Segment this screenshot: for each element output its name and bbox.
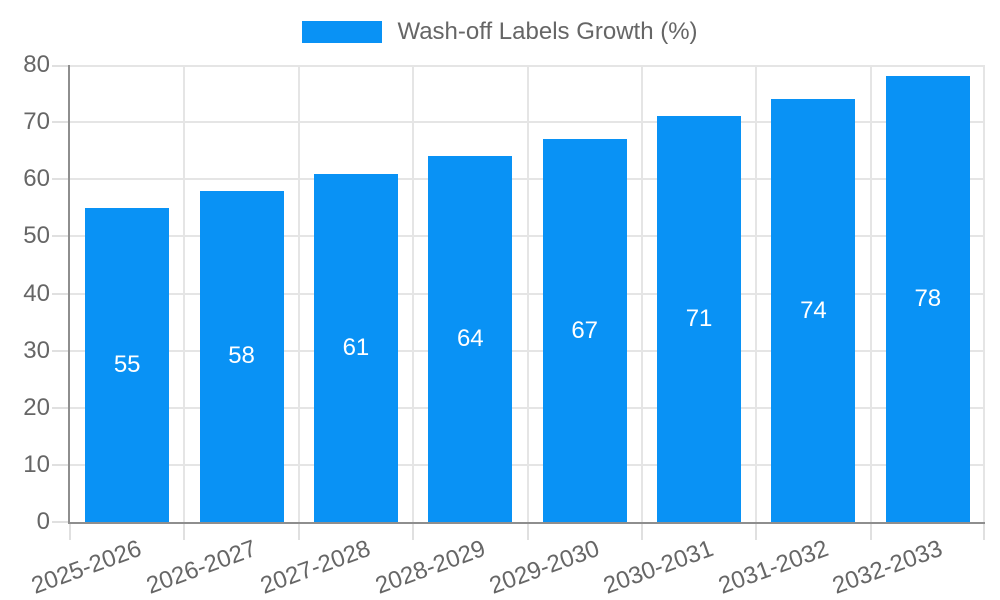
bar-value-label: 67 — [571, 316, 599, 344]
y-tick-label: 50 — [23, 222, 50, 250]
x-tick-label: 2028-2029 — [371, 535, 489, 600]
y-tick-label: 10 — [23, 450, 50, 478]
y-tick-mark — [52, 463, 70, 466]
chart-legend[interactable]: Wash-off Labels Growth (%) — [0, 18, 1000, 46]
y-tick-label: 0 — [36, 508, 50, 535]
x-tick-mark — [183, 522, 186, 540]
bar[interactable]: 78 — [885, 76, 970, 522]
x-tick-mark — [526, 522, 529, 540]
bar[interactable]: 61 — [313, 173, 398, 522]
y-tick-mark — [52, 65, 70, 67]
x-tick-label: 2027-2028 — [257, 535, 375, 600]
y-tick-mark — [52, 406, 70, 409]
x-gridline — [755, 65, 758, 522]
x-gridline — [526, 65, 529, 522]
bar-value-label: 74 — [800, 296, 827, 324]
y-tick-label: 80 — [23, 51, 50, 78]
bar-value-label: 71 — [685, 305, 713, 333]
bar[interactable]: 74 — [771, 99, 856, 522]
x-gridline — [869, 65, 872, 522]
bar[interactable]: 64 — [428, 156, 513, 522]
y-tick-mark — [52, 292, 70, 295]
y-tick-label: 60 — [23, 165, 50, 193]
bar-value-label: 55 — [113, 350, 141, 378]
plot-area: 0 10 20 30 40 50 60 70 80 55 58 61 64 67 71 74 78 2025-20… — [23, 51, 985, 600]
x-tick-label: 2025-2026 — [28, 535, 146, 600]
bar-value-label: 64 — [456, 325, 484, 353]
y-tick-label: 70 — [23, 108, 50, 136]
x-gridline — [183, 65, 186, 522]
y-tick-mark — [52, 521, 70, 523]
bar[interactable]: 67 — [542, 139, 627, 522]
x-tick-mark — [869, 522, 872, 540]
x-tick-mark — [755, 522, 758, 540]
x-tick-label: 2032-2033 — [828, 535, 947, 600]
bar[interactable]: 58 — [199, 190, 284, 522]
x-tick-mark — [640, 522, 643, 540]
bar-value-label: 58 — [228, 342, 255, 370]
y-tick-mark — [52, 349, 70, 352]
y-tick-label: 30 — [23, 336, 50, 364]
bar-value-label: 78 — [914, 285, 942, 313]
y-tick-mark — [52, 178, 70, 181]
x-gridline — [297, 65, 300, 522]
x-tick-mark — [412, 522, 415, 540]
x-tick-label: 2030-2031 — [600, 535, 718, 600]
bar[interactable]: 71 — [657, 116, 742, 522]
y-tick-mark — [52, 121, 70, 124]
bar[interactable]: 55 — [85, 207, 170, 522]
x-tick-mark — [983, 522, 985, 540]
x-tick-mark — [69, 522, 71, 540]
y-tick-label: 20 — [23, 393, 50, 421]
x-tick-label: 2029-2030 — [485, 535, 603, 600]
x-gridline — [983, 65, 985, 522]
y-tick-label: 40 — [23, 279, 50, 307]
x-gridline — [412, 65, 415, 522]
legend-swatch — [302, 21, 383, 43]
x-tick-mark — [297, 522, 300, 540]
legend-label: Wash-off Labels Growth (%) — [397, 18, 698, 45]
x-tick-label: 2031-2032 — [714, 535, 832, 600]
bar-value-label: 61 — [342, 333, 370, 361]
x-gridline — [640, 65, 643, 522]
y-tick-mark — [52, 235, 70, 238]
x-tick-label: 2026-2027 — [142, 535, 260, 600]
